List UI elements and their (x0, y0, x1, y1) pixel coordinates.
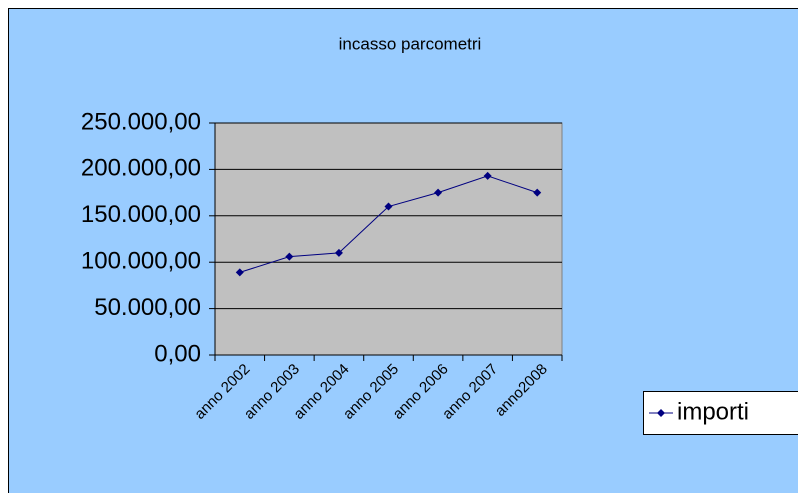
point-marker (285, 252, 294, 261)
point-marker (533, 188, 542, 197)
point-marker (483, 171, 492, 180)
legend-label: importi (677, 398, 749, 425)
y-tick-label: 100.000,00 (81, 248, 201, 275)
y-tick-label: 150.000,00 (81, 201, 201, 228)
point-marker (434, 188, 443, 197)
y-tick-label: 0,00 (154, 340, 201, 367)
y-tick-label: 200.000,00 (81, 155, 201, 182)
point-marker (334, 248, 343, 257)
legend-marker (657, 409, 665, 417)
chart-title: incasso parcometri (339, 34, 482, 53)
point-marker (235, 268, 244, 277)
y-tick-label: 50.000,00 (94, 294, 201, 321)
point-marker (384, 202, 393, 211)
plot-area (214, 122, 563, 356)
y-tick-label: 250.000,00 (81, 108, 201, 135)
